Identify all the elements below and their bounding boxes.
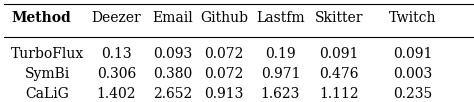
Text: SymBi: SymBi — [25, 67, 70, 81]
Text: 1.623: 1.623 — [261, 87, 300, 101]
Text: 0.13: 0.13 — [101, 47, 132, 61]
Text: 0.235: 0.235 — [393, 87, 432, 101]
Text: 0.306: 0.306 — [97, 67, 136, 81]
Text: CaLiG: CaLiG — [26, 87, 69, 101]
Text: Deezer: Deezer — [91, 11, 141, 25]
Text: 0.19: 0.19 — [265, 47, 296, 61]
Text: TurboFlux: TurboFlux — [11, 47, 84, 61]
Text: Method: Method — [11, 11, 71, 25]
Text: 0.913: 0.913 — [205, 87, 244, 101]
Text: Skitter: Skitter — [315, 11, 363, 25]
Text: 0.072: 0.072 — [205, 67, 244, 81]
Text: 0.072: 0.072 — [205, 47, 244, 61]
Text: 0.003: 0.003 — [393, 67, 432, 81]
Text: 0.476: 0.476 — [319, 67, 359, 81]
Text: Lastfm: Lastfm — [256, 11, 305, 25]
Text: 1.402: 1.402 — [97, 87, 136, 101]
Text: 2.652: 2.652 — [153, 87, 192, 101]
Text: 0.091: 0.091 — [393, 47, 433, 61]
Text: Twitch: Twitch — [389, 11, 437, 25]
Text: 0.093: 0.093 — [153, 47, 192, 61]
Text: 1.112: 1.112 — [319, 87, 359, 101]
Text: 0.971: 0.971 — [261, 67, 300, 81]
Text: 0.091: 0.091 — [319, 47, 359, 61]
Text: Email: Email — [152, 11, 193, 25]
Text: Github: Github — [201, 11, 248, 25]
Text: 0.380: 0.380 — [153, 67, 192, 81]
